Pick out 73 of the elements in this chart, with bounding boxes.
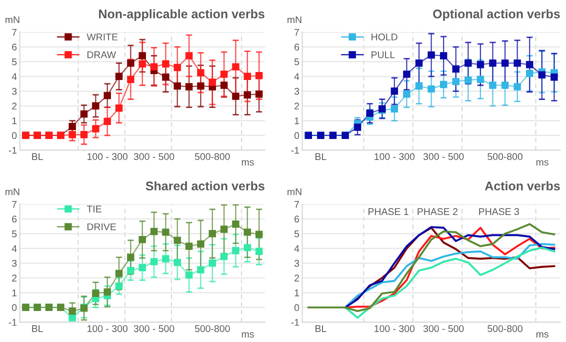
x-tick-label: 300 - 500 [134,153,174,160]
legend-label: DRAW [87,51,116,58]
y-axis-title: mN [288,16,302,24]
x-tick-label: 500-800 [488,153,522,160]
y-tick-label: 2 [12,102,17,110]
y-tick-label: 0 [294,132,300,140]
y-tick-label: 7 [12,28,17,36]
x-tick-label: 500-800 [194,325,230,332]
y-tick-label: 6 [294,216,300,223]
annotation: PHASE 1 [368,208,408,216]
y-tick-label: 0 [12,132,17,140]
legend-label: WRITE [86,34,118,40]
y-tick-label: 6 [12,44,17,51]
y-tick-label: 1 [294,117,299,124]
y-tick-label: 5 [294,58,300,66]
chart-title: Non-applicable action verbs [99,9,264,21]
y-tick-label: 2 [294,102,299,110]
y-tick-label: -1 [8,146,17,154]
x-tick-label: BL [316,325,326,332]
y-tick-label: 1 [12,117,17,124]
x-tick-label: 100 - 300 [374,325,415,332]
y-tick-label: 6 [294,44,300,51]
y-tick-label: 7 [294,28,299,36]
x-tick-label: 300 - 500 [423,153,464,160]
y-tick-label: 3 [12,260,17,267]
y-tick-label: 7 [12,201,17,208]
y-tick-label: 5 [294,230,300,238]
y-tick-label: -1 [291,146,299,154]
y-tick-label: -1 [291,319,299,326]
y-tick-label: 1 [12,290,17,296]
legend-label: HOLD [372,34,398,40]
x-tick-label: 500-800 [488,325,522,332]
chart-title: Action verbs [484,181,560,190]
y-tick-label: 3 [12,88,17,95]
y-tick-label: -1 [8,319,17,326]
y-axis-title: mN [288,188,302,196]
annotation: PHASE 3 [479,208,519,216]
x-axis-title: ms [536,332,548,338]
y-tick-label: 4 [12,73,17,80]
y-tick-label: 2 [294,274,299,282]
chart-title: Optional action verbs [433,9,560,21]
x-tick-label: 100 - 300 [88,153,128,160]
x-tick-label: BL [316,153,326,160]
y-tick-label: 4 [294,245,300,252]
y-tick-label: 3 [294,88,300,95]
y-tick-label: 4 [12,245,17,252]
x-tick-label: 100 - 300 [374,153,415,160]
y-tick-label: 2 [12,274,17,282]
x-axis-title: ms [242,332,254,338]
legend-label: PULL [372,51,395,58]
legend-label: TIE [86,206,102,212]
x-tick-label: BL [32,153,43,160]
y-tick-label: 3 [294,260,300,267]
x-tick-label: BL [32,325,43,332]
y-tick-label: 0 [294,304,300,312]
legend-label: DRIVE [87,223,116,230]
y-tick-label: 6 [12,216,17,223]
x-tick-label: 500-800 [194,153,230,160]
y-tick-label: 5 [12,230,17,238]
x-tick-label: 100 - 300 [88,325,128,332]
x-tick-label: 300 - 500 [134,325,174,332]
y-tick-label: 1 [294,290,299,296]
y-tick-label: 7 [294,201,299,208]
y-tick-label: 5 [12,58,17,66]
y-tick-label: 0 [12,304,17,312]
x-axis-title: ms [242,160,254,166]
y-axis-title: mN [6,188,20,196]
y-tick-label: 4 [294,73,300,80]
y-axis-title: mN [6,16,20,24]
x-axis-title: ms [536,160,548,166]
annotation: PHASE 2 [418,208,458,216]
x-tick-label: 300 - 500 [423,325,464,332]
chart-title: Shared action verbs [146,181,264,190]
